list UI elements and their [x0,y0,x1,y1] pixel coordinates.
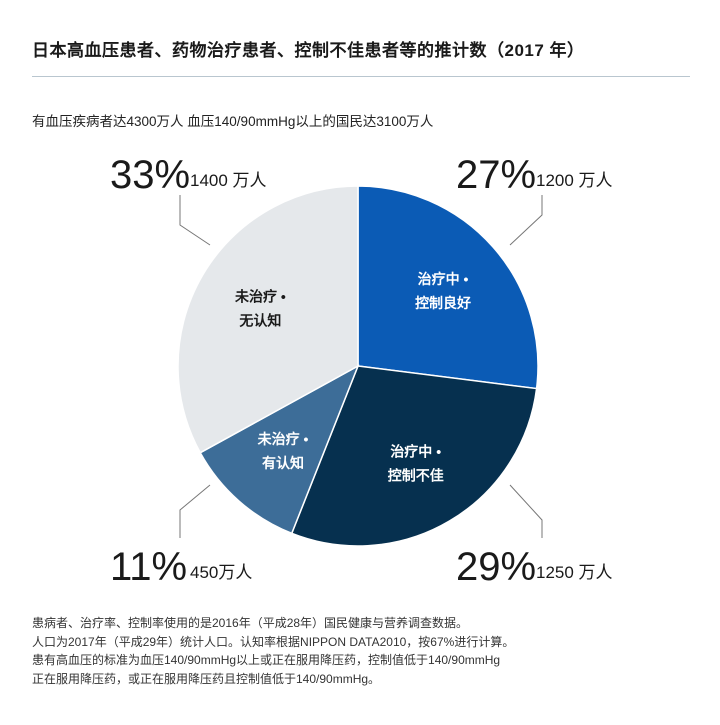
leader-line [509,484,543,538]
slice-label: 控制良好 [415,295,471,311]
footnote-line: 患病者、治疗率、控制率使用的是2016年（平成28年）国民健康与营养调查数据。 [32,616,469,630]
leader-line [179,484,211,538]
pie-slice [357,185,539,390]
percent-label: 11% [110,545,187,589]
percent-label: 29% [456,545,536,589]
count-label: 1200 万人 [536,171,613,190]
pie-slice [290,365,538,547]
percent-label: 33% [110,153,190,197]
percent-label: 27% [456,153,536,197]
chart-title: 日本高血压患者、药物治疗患者、控制不佳患者等的推计数（2017 年） [32,41,585,60]
slice-label: 未治疗 • [258,431,309,447]
title-divider [32,76,690,77]
slice-label: 未治疗 • [235,288,286,304]
footnote-line: 正在服用降压药，或正在服用降压药且控制值低于140/90mmHg。 [32,671,381,686]
count-label: 1250 万人 [536,563,613,582]
slice-label: 治疗中 • [390,444,441,460]
slice-label: 有认知 [262,455,304,471]
slice-label: 控制不佳 [388,468,444,484]
chart-subtitle: 有血压疾病者达4300万人 血压140/90mmHg以上的国民达3100万人 [32,114,434,129]
count-label: 450万人 [190,563,252,582]
slice-label: 治疗中 • [418,271,469,287]
footnote-line: 人口为2017年（平成29年）统计人口。认知率根据NIPPON DATA2010… [32,634,515,649]
leader-line [179,195,211,246]
footnotes: 患病者、治疗率、控制率使用的是2016年（平成28年）国民健康与营养调查数据。 … [32,614,514,688]
pie-slice [199,364,360,535]
pie-slice [177,185,359,454]
slice-label: 无认知 [238,312,281,328]
footnote-line: 患有高血压的标准为血压140/90mmHg以上或正在服用降压药，控制值低于140… [32,653,501,667]
leader-line [509,195,543,246]
count-label: 1400 万人 [190,171,267,190]
